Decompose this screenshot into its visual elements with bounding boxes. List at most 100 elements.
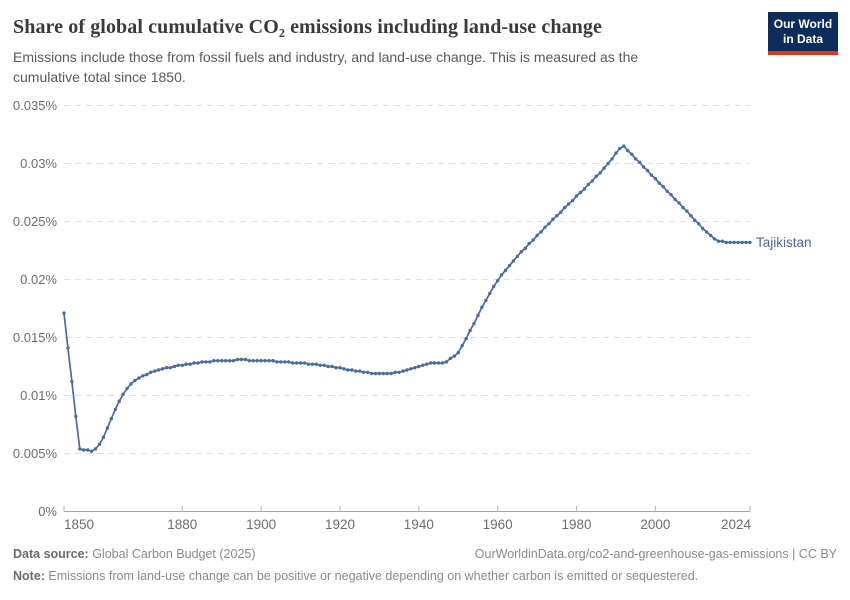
note-label: Note:	[13, 569, 45, 583]
data-point-marker	[358, 369, 362, 373]
data-point-marker	[137, 376, 141, 380]
data-series-tajikistan	[62, 144, 752, 453]
data-point-marker	[484, 298, 488, 303]
data-point-marker	[610, 157, 614, 161]
data-point-marker	[547, 222, 551, 226]
data-point-marker	[488, 291, 492, 296]
owid-logo[interactable]: Our World in Data	[768, 12, 838, 55]
data-source: Data source: Global Carbon Budget (2025)	[13, 547, 256, 561]
x-tick-label: 1900	[246, 517, 276, 532]
data-point-marker	[606, 161, 610, 166]
data-point-marker	[590, 179, 594, 183]
data-point-marker	[618, 146, 622, 151]
data-point-marker	[200, 360, 204, 364]
data-point-marker	[543, 225, 547, 229]
y-tick-label: 0.01%	[20, 388, 57, 403]
data-point-marker	[247, 359, 251, 363]
data-point-marker	[405, 368, 409, 372]
data-point-marker	[180, 363, 184, 367]
data-point-marker	[121, 392, 125, 396]
data-point-marker	[168, 366, 173, 370]
data-point-marker	[566, 202, 571, 206]
data-point-marker	[456, 350, 460, 355]
data-point-marker	[125, 386, 129, 391]
footer-link[interactable]: OurWorldinData.org/co2-and-greenhouse-ga…	[474, 547, 837, 561]
data-point-marker	[515, 254, 520, 258]
data-point-marker	[385, 371, 389, 376]
data-point-marker	[393, 370, 397, 374]
data-point-marker	[425, 362, 429, 366]
data-point-marker	[314, 362, 318, 366]
data-point-marker	[681, 205, 685, 210]
data-point-marker	[653, 176, 658, 181]
data-point-marker	[251, 359, 255, 363]
data-point-marker	[141, 374, 145, 378]
data-point-marker	[255, 359, 259, 363]
data-point-marker	[231, 359, 236, 363]
data-point-marker	[89, 449, 94, 453]
data-point-marker	[310, 362, 315, 366]
data-point-marker	[176, 363, 180, 367]
data-point-marker	[227, 359, 232, 363]
data-point-marker	[267, 359, 271, 363]
data-point-marker	[460, 343, 464, 348]
data-point-marker	[586, 182, 591, 187]
data-point-marker	[432, 361, 437, 365]
data-source-label: Data source:	[13, 547, 89, 561]
data-point-marker	[452, 354, 456, 358]
data-point-marker	[602, 166, 606, 170]
x-tick-label: 1920	[325, 517, 355, 532]
data-point-marker	[129, 382, 133, 386]
data-point-marker	[492, 284, 496, 289]
data-point-marker	[574, 194, 579, 198]
data-point-marker	[223, 359, 228, 363]
y-tick-label: 0.005%	[13, 446, 58, 461]
data-point-marker	[559, 210, 563, 214]
owid-logo-line2: in Data	[782, 32, 823, 46]
data-point-marker	[429, 361, 433, 365]
data-point-marker	[661, 185, 665, 189]
x-tick-label: 1940	[404, 517, 434, 532]
data-point-marker	[436, 361, 441, 365]
data-point-marker	[740, 240, 744, 245]
footer-note-row: Note: Emissions from land-use change can…	[13, 569, 837, 583]
data-point-marker	[369, 371, 374, 376]
data-point-marker	[468, 328, 472, 333]
data-point-marker	[693, 218, 697, 222]
y-tick-label: 0.02%	[20, 272, 57, 287]
data-point-marker	[523, 246, 527, 250]
x-axis: 1850 1880 1900 1920 1940 1960 1980 2000 2024	[63, 506, 751, 532]
data-point-marker	[551, 217, 555, 221]
data-point-marker	[153, 369, 157, 373]
data-point-marker	[499, 273, 504, 277]
data-point-marker	[117, 399, 121, 403]
data-point-marker	[82, 448, 86, 452]
data-point-marker	[204, 360, 208, 364]
data-point-marker	[614, 151, 618, 155]
data-point-marker	[409, 367, 413, 371]
data-point-marker	[263, 359, 267, 363]
data-point-marker	[736, 240, 740, 245]
data-point-marker	[511, 259, 516, 263]
data-point-marker	[306, 362, 311, 366]
data-point-marker	[421, 363, 425, 367]
data-point-marker	[440, 361, 445, 365]
data-point-marker	[598, 171, 602, 175]
data-point-marker	[496, 279, 500, 283]
data-point-marker	[732, 240, 736, 245]
data-point-marker	[381, 371, 385, 376]
owid-logo-line1: Our World	[773, 17, 833, 31]
data-point-marker	[622, 144, 626, 148]
data-point-marker	[259, 359, 263, 363]
data-point-marker	[208, 360, 212, 364]
data-point-marker	[397, 370, 401, 374]
data-point-marker	[283, 360, 287, 364]
data-point-marker	[275, 360, 279, 364]
data-point-marker	[716, 239, 721, 243]
data-point-marker	[630, 152, 634, 156]
x-tick-label: 1880	[167, 517, 197, 532]
data-point-marker	[531, 238, 535, 242]
data-point-marker	[744, 240, 748, 245]
data-point-marker	[555, 214, 559, 218]
